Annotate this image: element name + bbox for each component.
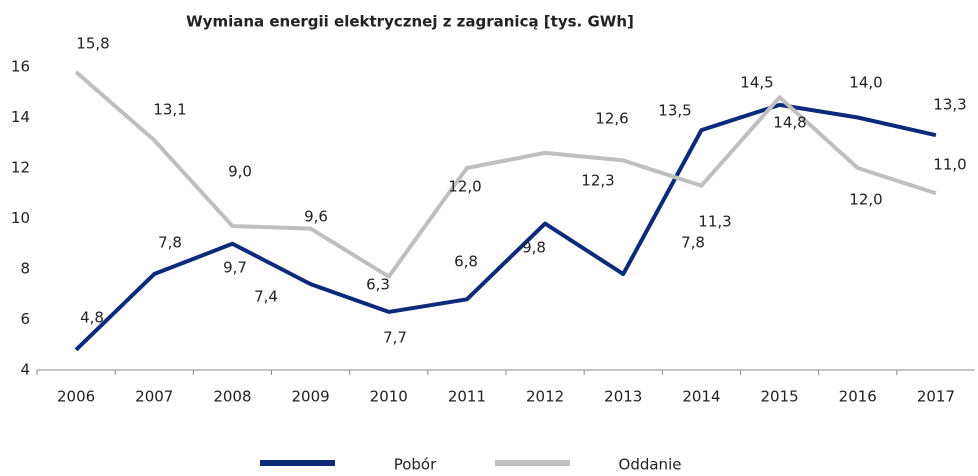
x-tick-label: 2011 — [448, 388, 486, 406]
data-label: 11,3 — [698, 213, 731, 231]
x-tick-label: 2013 — [604, 388, 642, 406]
y-tick-label: 12 — [11, 159, 30, 177]
x-tick-label: 2016 — [839, 388, 877, 406]
x-tick-label: 2017 — [917, 388, 955, 406]
legend-label: Pobór — [394, 456, 437, 474]
data-label: 7,7 — [383, 329, 407, 347]
line-series — [74, 102, 937, 352]
x-tick-label: 2012 — [526, 388, 564, 406]
data-label: 13,1 — [153, 101, 186, 119]
y-tick-label: 16 — [11, 58, 30, 76]
y-tick-label: 4 — [20, 361, 30, 379]
data-label: 9,0 — [228, 163, 252, 181]
data-label: 14,8 — [773, 114, 806, 132]
x-tick-label: 2007 — [135, 388, 173, 406]
x-tick-label: 2006 — [57, 388, 95, 406]
x-tick-label: 2008 — [213, 388, 251, 406]
y-tick-label: 10 — [11, 209, 30, 227]
y-tick-label: 6 — [20, 310, 30, 328]
data-label: 13,3 — [933, 96, 966, 114]
y-tick-label: 8 — [20, 260, 30, 278]
data-label: 14,0 — [849, 74, 882, 92]
data-label: 12,0 — [448, 178, 481, 196]
data-label: 7,8 — [158, 234, 182, 252]
x-tick-label: 2015 — [760, 388, 798, 406]
data-label: 6,8 — [454, 253, 478, 271]
line-series — [74, 70, 937, 279]
y-tick-label: 14 — [11, 108, 30, 126]
data-label: 7,4 — [254, 288, 278, 306]
data-label: 13,5 — [658, 102, 691, 120]
x-tick-label: 2009 — [291, 388, 329, 406]
data-label: 12,3 — [581, 172, 614, 190]
data-label: 12,6 — [595, 110, 628, 128]
data-label: 9,6 — [304, 208, 328, 226]
data-label: 14,5 — [740, 74, 773, 92]
data-label: 4,8 — [80, 309, 104, 327]
x-tick-label: 2010 — [370, 388, 408, 406]
data-label: 9,8 — [522, 239, 546, 257]
data-label: 11,0 — [933, 156, 966, 174]
chart-title: Wymiana energii elektrycznej z zagranicą… — [186, 13, 634, 31]
data-label: 15,8 — [76, 35, 109, 53]
data-label: 7,8 — [681, 234, 705, 252]
data-label: 12,0 — [849, 191, 882, 209]
x-tick-label: 2014 — [682, 388, 720, 406]
data-label: 6,3 — [366, 276, 390, 294]
legend-label: Oddanie — [619, 456, 682, 474]
data-label: 9,7 — [223, 259, 247, 277]
